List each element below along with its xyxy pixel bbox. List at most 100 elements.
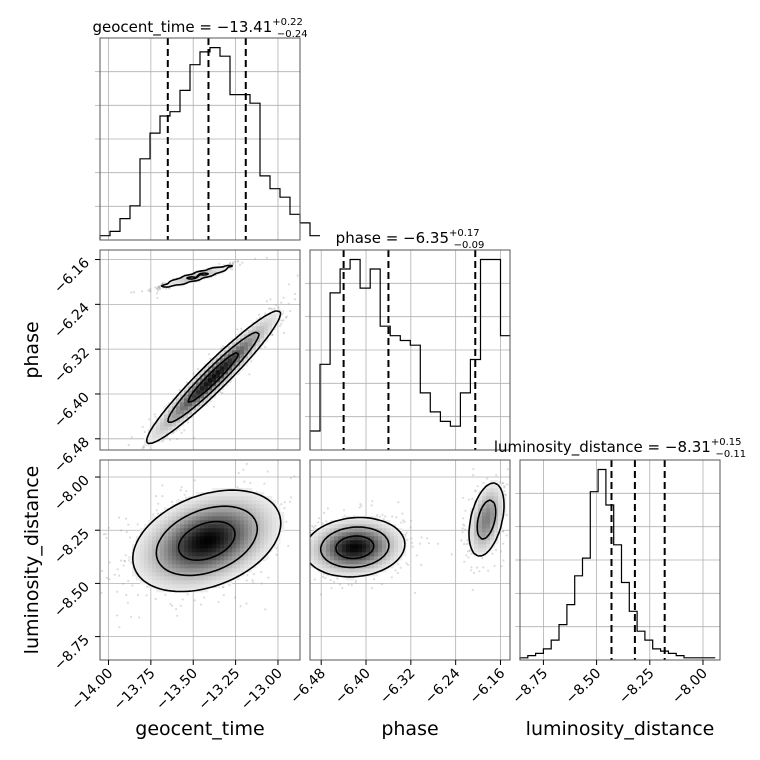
sample-point [159, 287, 162, 290]
density-cell [140, 544, 145, 549]
density-cell [386, 556, 391, 561]
density-cell [152, 536, 157, 541]
sample-point [494, 548, 498, 552]
density-cell [374, 544, 379, 549]
density-cell [248, 532, 253, 537]
density-cell [482, 540, 487, 545]
density-cell [240, 350, 245, 355]
density-cell [212, 524, 217, 529]
density-cell [314, 540, 319, 545]
sample-point [260, 570, 263, 574]
density-cell [486, 504, 491, 509]
density-cell [252, 350, 257, 355]
density-cell [208, 512, 213, 517]
density-cell [196, 548, 201, 553]
sample-point [156, 512, 160, 515]
density-cell [280, 516, 285, 521]
density-cell [184, 512, 189, 517]
density-cell [350, 564, 355, 569]
density-cell [220, 544, 225, 549]
density-cell [160, 434, 165, 439]
density-cell [334, 552, 339, 557]
density-cell [322, 564, 327, 569]
density-cell [362, 544, 367, 549]
density-cell [362, 536, 367, 541]
density-cell [362, 556, 367, 561]
sample-point [260, 582, 263, 585]
density-cell [228, 370, 233, 375]
density-cell [244, 564, 249, 569]
density-cell [264, 548, 269, 553]
sample-point [120, 529, 123, 532]
density-cell [490, 540, 495, 545]
density-cell [160, 552, 165, 557]
density-cell [204, 576, 209, 581]
sample-point [324, 577, 327, 580]
density-cell [172, 528, 177, 533]
density-cell [276, 540, 281, 545]
density-cell [486, 536, 491, 541]
density-cell [398, 540, 403, 545]
sample-point [143, 430, 146, 434]
density-cell [208, 504, 213, 509]
density-cell [152, 532, 157, 537]
density-cell [486, 492, 491, 497]
density-cell [152, 516, 157, 521]
density-cell [132, 552, 137, 557]
density-cell [228, 572, 233, 577]
density-cell [204, 270, 209, 275]
density-cell [156, 430, 161, 435]
density-cell [168, 548, 173, 553]
density-cell [334, 536, 339, 541]
density-cell [156, 584, 161, 589]
sample-point [481, 557, 484, 560]
density-cell [160, 516, 165, 521]
density-cell [248, 342, 253, 347]
density-cell [220, 512, 225, 517]
sample-point [405, 531, 408, 534]
density-cell [208, 532, 213, 537]
density-cell [374, 516, 379, 521]
panel-distance-hist: luminosity_distance = −8.31+0.15 −0.11 [494, 437, 746, 661]
density-cell [232, 342, 237, 347]
density-cell [184, 508, 189, 513]
density-cell [196, 556, 201, 561]
density-cell [132, 572, 137, 577]
density-cell [160, 414, 165, 419]
density-cell [236, 508, 241, 513]
density-cell [156, 552, 161, 557]
density-cell [200, 378, 205, 383]
density-cell [240, 500, 245, 505]
density-cell [208, 516, 213, 521]
density-cell [204, 556, 209, 561]
sample-point [381, 513, 384, 516]
density-cell [244, 536, 249, 541]
sample-point [228, 584, 231, 587]
density-cell [268, 520, 273, 525]
density-cell [212, 548, 217, 553]
density-cell [160, 426, 165, 431]
sample-point [472, 468, 475, 471]
sample-point [100, 591, 103, 594]
density-cell [350, 520, 355, 525]
density-cell [192, 524, 197, 529]
density-cell [358, 520, 363, 525]
density-cell [310, 536, 315, 541]
density-cell [322, 560, 327, 565]
density-cell [236, 492, 241, 497]
density-cell [172, 560, 177, 565]
sample-point [437, 542, 440, 545]
sample-point [185, 381, 188, 384]
density-cell [402, 552, 407, 557]
density-cell [188, 588, 193, 593]
density-cell [236, 552, 241, 557]
density-cell [200, 500, 205, 505]
density-cell [244, 568, 249, 573]
density-cell [136, 560, 141, 565]
density-cell [224, 520, 229, 525]
sample-point [400, 521, 403, 524]
sample-point [413, 591, 417, 594]
density-cell [168, 576, 173, 581]
density-cell [192, 512, 197, 517]
density-cell [152, 544, 157, 549]
